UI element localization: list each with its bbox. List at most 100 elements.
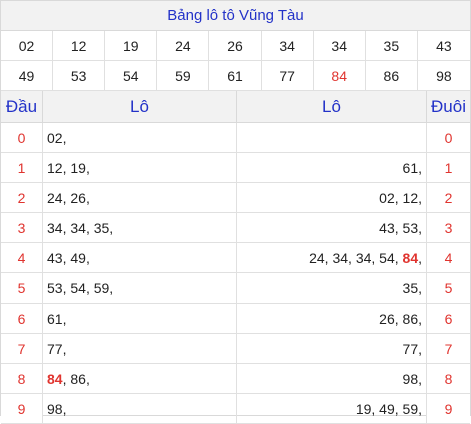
- lo-number: 86: [402, 310, 419, 327]
- lo-right-cell: 77,: [237, 333, 427, 364]
- duoi-cell: 0: [427, 123, 470, 154]
- lo-number: 34: [70, 220, 86, 237]
- number-cell: 34: [261, 31, 314, 61]
- lo-number: 43: [379, 220, 395, 237]
- lo-right-cell: [237, 123, 427, 154]
- dau-cell: 3: [1, 213, 43, 244]
- lo-number: 19: [355, 400, 372, 417]
- lo-number: 12: [47, 160, 63, 177]
- number-cell: 84: [313, 61, 366, 91]
- lo-number: 19: [70, 160, 86, 177]
- lo-number: 84: [47, 370, 63, 387]
- duoi-cell: 9: [427, 393, 470, 424]
- lo-number: 34: [47, 220, 63, 237]
- lo-number: 12: [402, 190, 419, 207]
- lo-number: 53: [402, 220, 419, 237]
- lo-right-cell: 02, 12,: [237, 183, 427, 214]
- number-cell: 59: [157, 61, 210, 91]
- dau-cell: 1: [1, 153, 43, 184]
- lo-left-cell: 24, 26,: [43, 183, 237, 214]
- dau-cell: 2: [1, 183, 43, 214]
- results-number-grid: 02 12 19 24 26 34 34 35 43 49 53 54 59 61 77 84 86 98: [1, 31, 470, 91]
- lo-right-cell: 19, 49, 59,: [237, 393, 427, 424]
- lo-left-cell: 02,: [43, 123, 237, 154]
- lo-left-cell: 61,: [43, 303, 237, 334]
- lo-number: 35: [93, 220, 110, 237]
- lo-number: 34: [355, 250, 372, 267]
- lo-number: 77: [47, 340, 63, 357]
- lo-left-cell: 84, 86,: [43, 363, 237, 394]
- dau-cell: 9: [1, 393, 43, 424]
- lo-left-cell: 53, 54, 59,: [43, 273, 237, 304]
- lo-right-cell: 24, 34, 34, 54, 84,: [237, 243, 427, 274]
- number-cell: 86: [365, 61, 418, 91]
- lo-right-cell: 98,: [237, 363, 427, 394]
- duoi-cell: 7: [427, 333, 470, 364]
- lo-left-cell: 43, 49,: [43, 243, 237, 274]
- number-cell: 43: [417, 31, 470, 61]
- number-cell: 61: [209, 61, 262, 91]
- dau-cell: 8: [1, 363, 43, 394]
- number-cell: 12: [53, 31, 106, 61]
- header-lo-left: Lô: [43, 91, 237, 123]
- duoi-cell: 1: [427, 153, 470, 184]
- dau-cell: 6: [1, 303, 43, 334]
- header-duoi: Đuôi: [427, 91, 470, 123]
- lo-number: 98: [47, 400, 63, 417]
- lo-number: 61: [402, 160, 419, 177]
- lo-number: 61: [47, 310, 63, 327]
- lo-number: 77: [402, 340, 419, 357]
- lo-right-cell: 61,: [237, 153, 427, 184]
- lo-number: 26: [70, 190, 86, 207]
- lo-number: 34: [332, 250, 349, 267]
- lo-left-cell: 12, 19,: [43, 153, 237, 184]
- number-cell: 35: [365, 31, 418, 61]
- lo-number: 84: [402, 250, 419, 267]
- lo-right-cell: 26, 86,: [237, 303, 427, 334]
- lo-number: 24: [309, 250, 325, 267]
- lo-number: 02: [379, 190, 395, 207]
- lo-number: 59: [93, 280, 110, 297]
- number-cell: 54: [105, 61, 158, 91]
- table-title: Bảng lô tô Vũng Tàu: [1, 1, 470, 31]
- header-dau: Đầu: [1, 91, 43, 123]
- lo-number: 59: [402, 400, 419, 417]
- lo-right-cell: 43, 53,: [237, 213, 427, 244]
- lo-number: 26: [379, 310, 395, 327]
- lo-left-cell: 77,: [43, 333, 237, 364]
- lo-number: 53: [47, 280, 63, 297]
- lo-left-cell: 34, 34, 35,: [43, 213, 237, 244]
- duoi-cell: 6: [427, 303, 470, 334]
- duoi-cell: 8: [427, 363, 470, 394]
- lo-right-cell: 35,: [237, 273, 427, 304]
- dau-cell: 7: [1, 333, 43, 364]
- number-cell: 24: [157, 31, 210, 61]
- number-cell: 19: [105, 31, 158, 61]
- dau-cell: 0: [1, 123, 43, 154]
- dau-cell: 4: [1, 243, 43, 274]
- duoi-cell: 3: [427, 213, 470, 244]
- lo-number: 35: [402, 280, 419, 297]
- number-cell: 53: [53, 61, 106, 91]
- header-lo-right: Lô: [237, 91, 427, 123]
- lo-number: 02: [47, 130, 63, 146]
- number-cell: 02: [1, 31, 54, 61]
- duoi-cell: 5: [427, 273, 470, 304]
- duoi-cell: 4: [427, 243, 470, 274]
- lo-number: 98: [402, 370, 419, 387]
- number-cell: 26: [209, 31, 262, 61]
- lo-number: 54: [379, 250, 395, 267]
- lo-number: 43: [47, 250, 63, 267]
- number-cell: 98: [417, 61, 470, 91]
- lo-number: 24: [47, 190, 63, 207]
- lo-number: 54: [70, 280, 86, 297]
- duoi-cell: 2: [427, 183, 470, 214]
- lo-left-cell: 98,: [43, 393, 237, 424]
- dau-duoi-grid: Đầu Lô Lô Đuôi 0 02, 0 1 12, 19, 61, 1 2 24, 26,…: [1, 91, 470, 424]
- number-cell: 34: [313, 31, 366, 61]
- lo-number: 49: [70, 250, 86, 267]
- number-cell: 77: [261, 61, 314, 91]
- lo-number: 86: [70, 370, 86, 387]
- dau-cell: 5: [1, 273, 43, 304]
